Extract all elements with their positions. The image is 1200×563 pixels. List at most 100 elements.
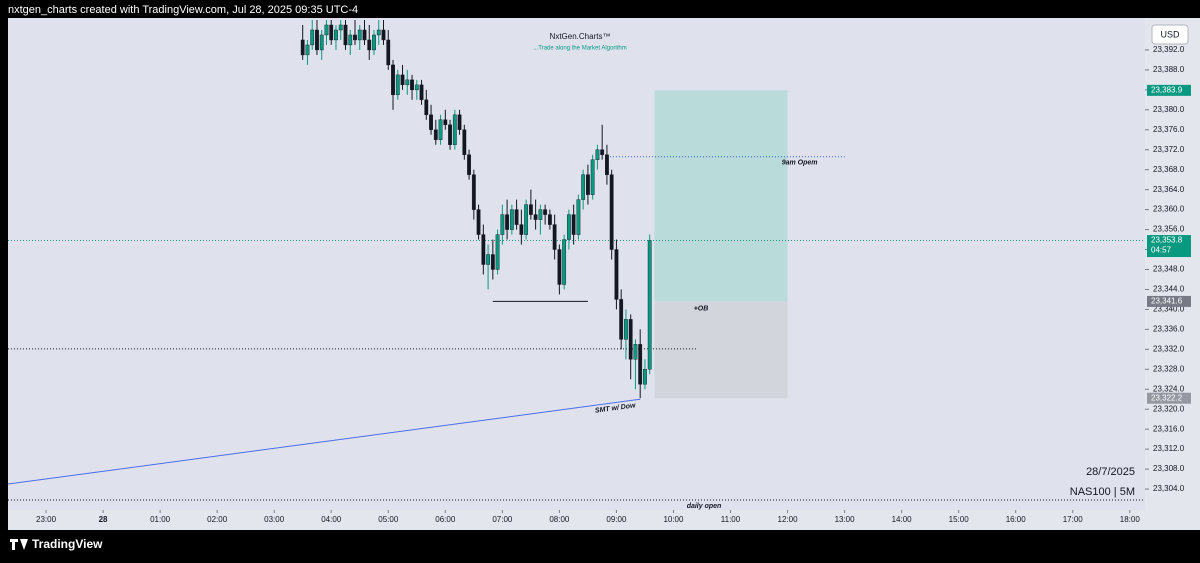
candle-body [386,39,391,66]
candle-body [429,114,433,130]
candle-body [300,39,305,56]
price-label-box [1147,295,1191,307]
candle-body [414,84,419,91]
y-tick-label: 23,348.0 [1153,265,1185,274]
candle-body [609,174,614,250]
target-zone [654,90,788,302]
level-label: daily open [687,503,722,510]
x-tick-label: 18:00 [1120,515,1141,524]
candle-body [324,24,329,36]
x-tick-label: 15:00 [949,515,970,524]
candle-body [595,149,600,160]
y-tick-label: 23,392.0 [1153,45,1185,54]
candle-body [400,74,405,86]
candle-body [438,119,443,140]
candle-body [547,214,552,225]
y-tick-label: 23,312.0 [1153,444,1185,453]
y-tick-label: 23,360.0 [1153,205,1185,214]
candle-body [509,209,514,230]
candle-body [310,29,315,46]
x-tick-label: 17:00 [1063,515,1084,524]
candle-body [334,29,338,41]
x-tick-label: 08:00 [549,515,570,524]
candle-body [410,79,414,91]
x-tick-label: 02:00 [207,515,228,524]
x-tick-label: 04:00 [321,515,342,524]
candle-body [448,124,452,145]
symbol: NAS100 | 5M [1070,486,1135,498]
candle-body [462,129,467,155]
x-tick-label: 01:00 [150,515,171,524]
candle-body [495,234,500,270]
y-tick-label: 23,372.0 [1153,145,1185,154]
candle-body [305,44,310,56]
candle-body [362,29,367,41]
y-tick-label: 23,356.0 [1153,225,1185,234]
candle-body [643,369,647,385]
candle-body [590,159,595,195]
y-tick-label: 23,340.0 [1153,305,1185,314]
candle-body [419,84,424,101]
candle-body [533,214,538,220]
candle-body [562,239,567,285]
candle-body [376,29,381,36]
candle-body [647,240,652,370]
y-tick-label: 23,336.0 [1153,324,1185,333]
price-label: 23,322.2 [1151,393,1183,402]
price-label-box [1147,235,1191,258]
candle-body [557,249,562,285]
y-tick-label: 23,368.0 [1153,165,1185,174]
price-axis [1145,18,1200,510]
currency[interactable]: USD [1160,29,1180,39]
candle-body [357,29,362,41]
candle-body [576,199,581,235]
y-tick-label: 23,308.0 [1153,464,1185,473]
price-label: 23,341.6 [1151,297,1183,306]
candle-body [543,209,548,215]
candle-body [505,214,510,230]
header: nxtgen_charts created with TradingView.c… [8,4,358,16]
price-label: 23,383.9 [1151,85,1183,94]
level-label: 9am Opem [782,160,818,167]
candle-body [467,154,471,175]
date: 28/7/2025 [1086,466,1135,478]
candle-body [628,319,633,360]
candle-body [614,249,619,300]
candle-body [619,299,624,340]
x-tick-label: 23:00 [36,515,57,524]
x-tick-label: 05:00 [378,515,399,524]
candle-body [514,209,519,225]
price-label-box [1147,84,1191,96]
candle-body [586,174,590,195]
candle-body [395,74,400,96]
candle-body [624,319,628,340]
stop-zone [654,301,788,399]
candle-body [433,129,438,140]
candle-body [315,29,319,51]
candle-body [481,234,486,265]
x-tick-label: 09:00 [606,515,627,524]
y-tick-label: 23,324.0 [1153,384,1185,393]
currency-box[interactable] [1151,24,1189,45]
y-tick-label: 23,388.0 [1153,65,1185,74]
candle-body [490,254,495,270]
plot-area [8,18,1145,510]
candle-body [471,174,476,210]
candle-body [443,119,448,125]
candle-body [486,254,490,265]
x-tick-label: 28 [99,515,108,524]
candle-body [367,39,372,51]
brand: TradingView [32,537,103,551]
x-tick-label: 11:00 [721,515,741,524]
y-tick-label: 23,320.0 [1153,404,1185,413]
candle-body [571,214,576,235]
chart-title: NxtGen.Charts™ [550,32,611,41]
x-tick-label: 03:00 [264,515,285,524]
y-tick-label: 23,376.0 [1153,125,1185,134]
candle-body [452,114,457,145]
price-label-box [1147,392,1191,404]
y-tick-label: 23,304.0 [1153,484,1185,493]
candle-body [424,99,429,116]
y-tick-label: 23,328.0 [1153,364,1185,373]
price-label: 23,353.8 [1151,236,1183,245]
